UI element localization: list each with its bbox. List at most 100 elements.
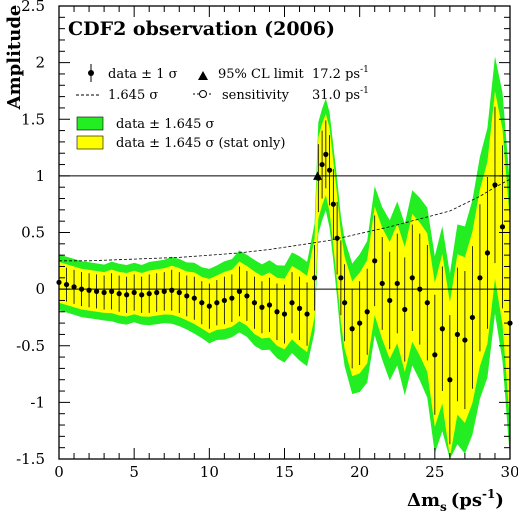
data-point (139, 292, 145, 298)
data-point (229, 295, 235, 301)
data-point (323, 151, 329, 157)
x-tick-label: 20 (350, 463, 369, 481)
legend-limit-marker (198, 71, 208, 80)
y-tick-label: -1 (30, 393, 45, 411)
data-point (199, 300, 205, 306)
x-tick-label: 30 (500, 463, 518, 481)
data-point (281, 311, 288, 317)
legend-sensitivity-marker (199, 90, 207, 98)
data-point (101, 289, 107, 296)
data-point (439, 326, 445, 332)
data-point (394, 280, 400, 287)
data-point (319, 161, 325, 168)
y-tick-label: 2 (35, 54, 45, 72)
y-tick-label: -1.5 (16, 450, 45, 468)
chart-title: CDF2 observation (2006) (68, 18, 335, 40)
data-point (330, 201, 336, 207)
data-point (124, 292, 130, 298)
y-tick-label: 1.5 (21, 110, 45, 128)
y-tick-label: 1 (35, 167, 45, 185)
data-point (417, 286, 423, 292)
y-axis-title: Amplitude (4, 5, 25, 111)
data-point (154, 289, 160, 296)
data-point (109, 288, 115, 294)
data-point (191, 295, 197, 301)
data-point (387, 297, 393, 304)
data-point (244, 293, 250, 299)
data-point (379, 280, 385, 287)
legend-yellow-swatch (76, 135, 104, 150)
data-point (372, 258, 378, 264)
legend-sensitivity-value: 31.0 ps-1 (312, 86, 369, 103)
data-point (469, 314, 476, 321)
data-point (311, 275, 318, 281)
data-point (274, 309, 280, 315)
data-point (93, 288, 100, 294)
data-point (289, 300, 295, 306)
dashed-sigma-curve (59, 178, 511, 262)
data-point (206, 303, 212, 309)
data-point (296, 305, 303, 311)
x-tick-label: 25 (425, 463, 444, 481)
x-tick-label: 10 (200, 463, 219, 481)
data-point (334, 235, 340, 241)
data-point (484, 250, 491, 256)
data-point (161, 288, 167, 294)
y-tick-label: 0.5 (21, 224, 45, 242)
data-point (259, 304, 265, 310)
data-point (342, 300, 348, 306)
legend-yellow-label: data ± 1.645 σ (stat only) (116, 136, 285, 151)
data-point (338, 275, 344, 281)
data-point (492, 182, 498, 188)
cl-limit-marker (313, 171, 323, 180)
legend-dashed-label: 1.645 σ (108, 88, 158, 103)
axis-ticks: 0 5 10 15 20 25 30 -1.5 -1 -0.5 0 0.5 1 1.5 2 2.5 (16, 0, 518, 481)
x-tick-label: 5 (129, 463, 139, 481)
data-point (116, 291, 122, 297)
data-points (56, 151, 513, 383)
data-point (251, 300, 258, 306)
band-green (59, 56, 510, 460)
data-point (86, 287, 92, 293)
data-point (304, 311, 310, 317)
y-tick-label: -0.5 (16, 337, 45, 355)
data-point (78, 286, 85, 292)
data-point (63, 281, 70, 288)
data-point (131, 289, 137, 296)
data-point (169, 287, 175, 293)
data-point (146, 291, 152, 297)
data-point (432, 352, 438, 358)
y-tick-label: 0 (35, 280, 45, 298)
data-point (477, 275, 483, 281)
x-axis-title: Δms (ps-1) (407, 487, 504, 514)
legend-limit-value: 17.2 ps-1 (312, 65, 369, 82)
legend-green-swatch (76, 116, 104, 131)
data-point (71, 284, 77, 290)
legend-data-label: data ± 1 σ (108, 67, 178, 82)
data-point (447, 377, 453, 383)
data-point (176, 289, 182, 296)
x-tick-label: 0 (54, 463, 64, 481)
legend-limit-label: 95% CL limit (218, 67, 305, 82)
dashed-sigma-line (59, 178, 511, 262)
y-tick-label: 2.5 (21, 0, 45, 15)
data-point (402, 306, 408, 313)
data-point (266, 302, 273, 308)
legend-green-label: data ± 1.645 σ (116, 117, 215, 132)
data-point (214, 300, 220, 306)
data-point (454, 331, 460, 338)
data-point (357, 320, 363, 326)
data-point (424, 300, 430, 306)
data-point (184, 293, 190, 299)
x-tick-label: 15 (275, 463, 294, 481)
data-point (364, 309, 370, 315)
data-point (236, 288, 242, 294)
data-point (221, 297, 227, 304)
data-point (462, 337, 468, 343)
legend: data ± 1 σ 95% CL limit 17.2 ps-1 1.645 … (76, 64, 369, 151)
data-point (409, 275, 415, 281)
data-point (349, 326, 355, 332)
data-point (499, 224, 506, 230)
data-point (327, 167, 333, 173)
